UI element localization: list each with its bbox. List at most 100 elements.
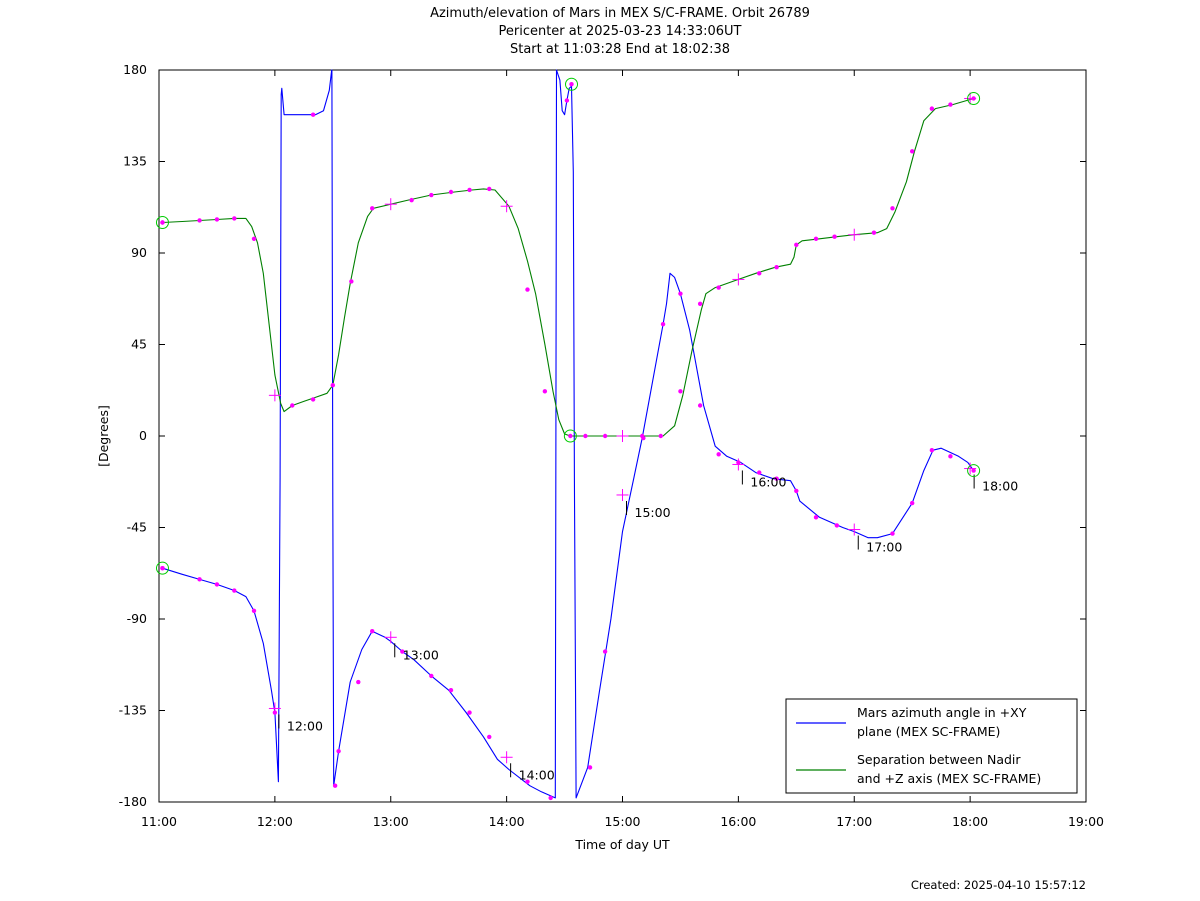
endpoint-marker xyxy=(563,429,577,443)
sample-point xyxy=(214,217,220,222)
hour-label: 17:00 xyxy=(866,540,902,555)
x-tick-label: 13:00 xyxy=(373,814,409,829)
legend-entry: plane (MEX SC-FRAME) xyxy=(857,724,1000,739)
sample-point xyxy=(929,106,935,111)
sample-point xyxy=(429,192,434,198)
y-tick-label: -135 xyxy=(119,703,147,718)
sample-point xyxy=(310,397,316,402)
x-tick-label: 15:00 xyxy=(604,814,640,829)
hour-label: 18:00 xyxy=(982,479,1018,494)
x-tick-label: 19:00 xyxy=(1068,814,1104,829)
sample-point xyxy=(948,454,953,459)
sample-point xyxy=(542,389,548,394)
sample-point xyxy=(197,218,202,223)
sample-point xyxy=(890,206,895,211)
series-layer: 12:00 13:00 14:00 15:00 16:00 17:00 18:00 xyxy=(155,69,1018,801)
y-tick-label: 135 xyxy=(123,154,147,169)
sample-point xyxy=(716,452,721,457)
sample-point xyxy=(774,476,779,481)
x-axis-label: Time of day UT xyxy=(574,837,670,852)
y-tick-label: -45 xyxy=(127,520,147,535)
series-0: 12:00 13:00 14:00 15:00 16:00 17:00 18:00 xyxy=(155,69,1018,801)
sample-point xyxy=(370,629,375,634)
sample-point xyxy=(487,734,492,740)
sample-point xyxy=(487,186,492,192)
sample-point xyxy=(370,206,375,211)
sample-point xyxy=(583,433,588,439)
hour-label: 12:00 xyxy=(287,718,323,733)
x-tick-label: 17:00 xyxy=(836,814,872,829)
legend-box xyxy=(785,698,1078,794)
sample-point xyxy=(548,795,553,801)
endpoint-point xyxy=(971,468,976,473)
sample-point xyxy=(678,389,683,394)
sample-point xyxy=(525,779,530,784)
x-tick-label: 18:00 xyxy=(952,814,988,829)
sample-point xyxy=(349,279,354,284)
hour-label: 13:00 xyxy=(403,647,439,662)
endpoint-marker xyxy=(565,77,579,91)
sample-point xyxy=(400,649,405,654)
chart-title-line: Start at 11:03:28 End at 18:02:38 xyxy=(510,42,730,57)
y-tick-label: -180 xyxy=(119,794,147,809)
legend-entry: Mars azimuth angle in +XY xyxy=(857,705,1027,720)
sample-point xyxy=(467,187,472,193)
chart-title: Azimuth/elevation of Mars in MEX S/C-FRA… xyxy=(430,6,810,57)
sample-point xyxy=(697,301,703,307)
sample-point xyxy=(448,189,454,195)
chart-title-line: Azimuth/elevation of Mars in MEX S/C-FRA… xyxy=(430,6,810,21)
sample-point xyxy=(232,588,237,593)
axes: 11:00 12:00 13:00 14:00 15:00 16:00 17:00 18:00… xyxy=(119,62,1104,829)
y-tick-label: 45 xyxy=(131,337,147,352)
sample-point xyxy=(794,242,799,248)
x-tick-label: 12:00 xyxy=(257,814,293,829)
sample-point xyxy=(467,710,472,715)
sample-point xyxy=(794,488,799,494)
sample-point xyxy=(658,433,663,439)
series-1 xyxy=(155,77,981,443)
sample-point xyxy=(813,236,819,241)
sample-point xyxy=(890,531,895,536)
sample-point xyxy=(214,582,220,587)
sample-point xyxy=(330,382,336,388)
legend-entry: and +Z axis (MEX SC-FRAME) xyxy=(857,771,1041,786)
sample-point xyxy=(757,470,762,475)
y-tick-label: 180 xyxy=(123,62,147,77)
sample-point xyxy=(660,321,666,327)
hour-label: 16:00 xyxy=(750,474,786,489)
x-tick-label: 11:00 xyxy=(141,814,177,829)
sample-point xyxy=(602,649,608,654)
sample-point xyxy=(678,291,683,296)
sample-point xyxy=(834,523,840,528)
sample-point xyxy=(290,403,295,408)
sample-point xyxy=(774,265,779,270)
sample-point xyxy=(409,197,414,203)
sample-point xyxy=(310,112,316,117)
sample-point xyxy=(716,285,721,290)
chart-title-line: Pericenter at 2025-03-23 14:33:06UT xyxy=(498,24,741,39)
y-tick-label: 0 xyxy=(139,428,147,443)
y-axis-label: [Degrees] xyxy=(96,405,111,467)
endpoint-marker xyxy=(155,561,169,575)
sample-point xyxy=(832,234,837,239)
hour-label: 14:00 xyxy=(519,767,555,782)
endpoint-marker xyxy=(155,216,169,229)
sample-point xyxy=(251,608,257,614)
sample-point xyxy=(197,577,202,582)
sample-point xyxy=(356,679,361,685)
sample-point xyxy=(332,783,338,788)
sample-point xyxy=(697,403,703,408)
sample-point xyxy=(251,236,257,241)
series-line xyxy=(162,69,975,799)
sample-point xyxy=(929,448,935,453)
endpoint-point xyxy=(568,433,573,439)
endpoint-marker xyxy=(967,464,981,478)
legend: Mars azimuth angle in +XY plane (MEX SC-F… xyxy=(785,698,1078,794)
sample-point xyxy=(948,102,953,107)
y-tick-label: 90 xyxy=(131,245,147,260)
sample-point xyxy=(448,687,454,693)
sample-point xyxy=(909,149,915,154)
x-tick-label: 16:00 xyxy=(720,814,756,829)
endpoint-point xyxy=(569,82,574,87)
endpoint-point xyxy=(160,220,165,225)
